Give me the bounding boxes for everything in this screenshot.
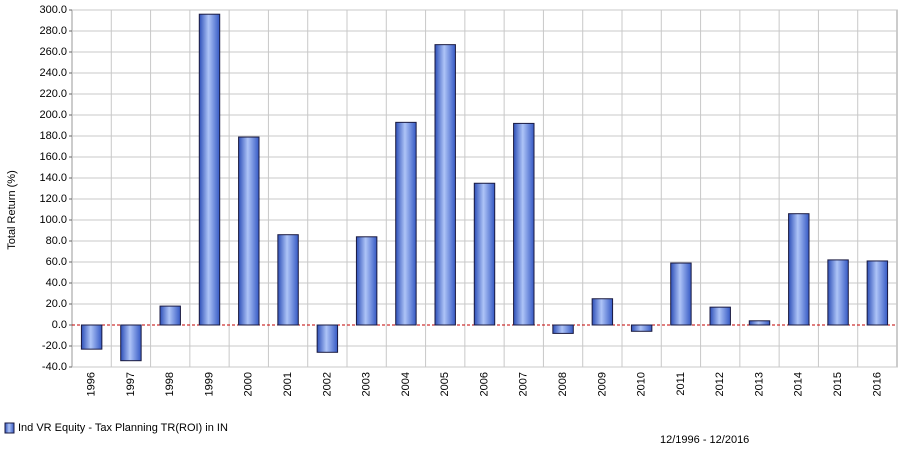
bar <box>434 44 456 326</box>
bar <box>395 121 417 326</box>
y-tick-label: 200.0 <box>39 109 67 121</box>
y-tick-label: 40.0 <box>46 277 67 289</box>
bar <box>198 13 221 326</box>
x-tick-label: 2005 <box>439 372 451 396</box>
x-tick-label: 2013 <box>753 372 765 396</box>
x-tick-label: 2003 <box>361 372 373 396</box>
y-tick-label: 120.0 <box>39 193 67 205</box>
bar <box>630 324 653 332</box>
x-tick-label: 1999 <box>203 372 215 396</box>
x-tick-label: 2011 <box>675 372 687 396</box>
y-tick-label: 0.0 <box>52 319 67 331</box>
y-tick-label: 160.0 <box>39 151 67 163</box>
bar <box>670 262 692 326</box>
y-tick-label: 220.0 <box>39 88 67 100</box>
y-tick-label: 300.0 <box>39 4 67 16</box>
x-tick-label: 1996 <box>86 372 98 396</box>
bar <box>80 324 103 350</box>
x-tick-label: 1998 <box>164 372 176 396</box>
x-tick-label: 2014 <box>793 372 805 396</box>
x-tick-label: 1997 <box>125 372 137 396</box>
y-tick-label: 20.0 <box>46 298 67 310</box>
y-tick-label: 280.0 <box>39 25 67 37</box>
y-tick-label: 140.0 <box>39 172 67 184</box>
bar <box>513 122 535 326</box>
y-tick-label: 240.0 <box>39 67 67 79</box>
y-tick-label: 100.0 <box>39 214 67 226</box>
x-tick-label: 2002 <box>321 372 333 396</box>
x-tick-label: 2009 <box>596 372 608 396</box>
bar <box>238 136 260 326</box>
legend-label: Ind VR Equity - Tax Planning TR(ROI) in … <box>18 422 228 434</box>
bar <box>866 260 889 326</box>
x-tick-label: 2004 <box>400 372 412 396</box>
y-tick-label: 180.0 <box>39 130 67 142</box>
bar <box>473 182 496 326</box>
bar <box>591 298 614 326</box>
bar <box>120 324 142 362</box>
date-range: 12/1996 - 12/2016 <box>660 434 749 446</box>
y-axis-label: Total Return (%) <box>6 170 18 249</box>
bar <box>827 259 849 326</box>
y-tick-label: -40.0 <box>42 361 67 373</box>
x-tick-label: 2007 <box>518 372 530 396</box>
x-tick-label: 2000 <box>243 372 255 396</box>
y-tick-label: 260.0 <box>39 46 67 58</box>
y-tick-label: -20.0 <box>42 340 67 352</box>
x-tick-label: 2015 <box>832 372 844 396</box>
y-tick-label: 80.0 <box>46 235 67 247</box>
bar <box>709 306 731 326</box>
legend-swatch <box>4 422 15 434</box>
x-tick-label: 2010 <box>636 372 648 396</box>
bar <box>355 236 378 326</box>
x-tick-label: 2008 <box>557 372 569 396</box>
bar <box>159 305 181 326</box>
x-tick-label: 2001 <box>282 372 294 396</box>
x-tick-label: 2012 <box>714 372 726 396</box>
bar <box>748 320 771 326</box>
bar <box>788 213 810 326</box>
bar <box>277 234 299 326</box>
x-tick-label: 2016 <box>871 372 883 396</box>
y-tick-label: 60.0 <box>46 256 67 268</box>
x-tick-label: 2006 <box>478 372 490 396</box>
bar <box>316 324 339 353</box>
bar <box>552 324 574 334</box>
